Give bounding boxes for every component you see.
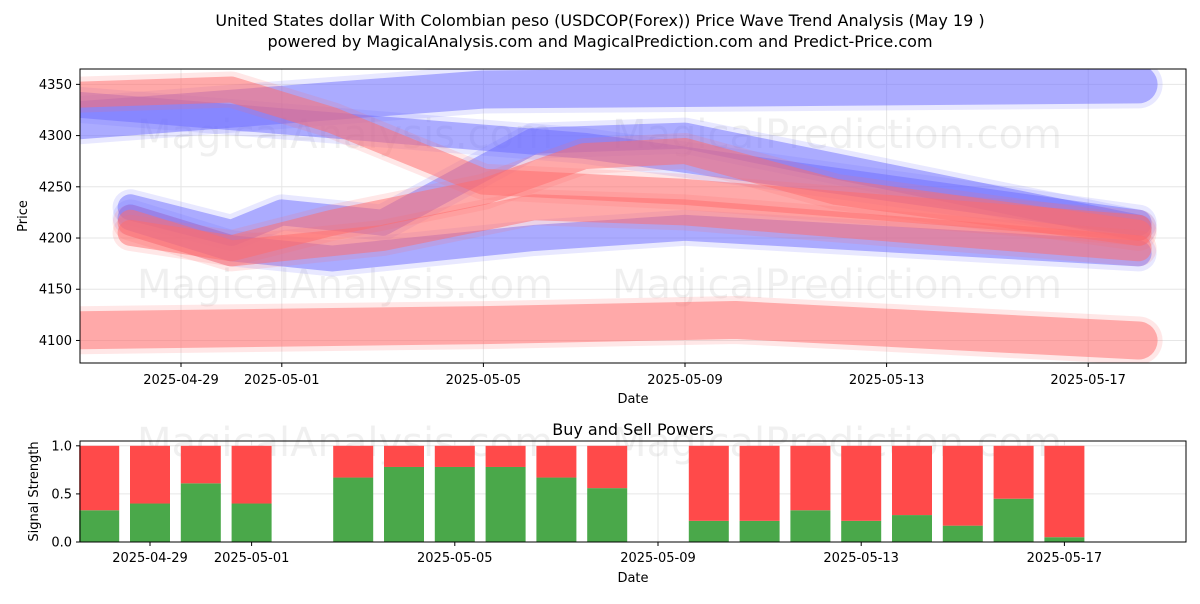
buy-bar [841, 520, 882, 542]
y-axis-label: Signal Strength [27, 441, 42, 541]
buy-bar [434, 466, 475, 542]
buy-bar [790, 510, 831, 542]
x-tick-label: 2025-05-01 [244, 373, 320, 388]
buy-bar [485, 466, 526, 542]
x-tick-label: 2025-04-29 [112, 551, 188, 566]
buy-bar [130, 503, 170, 542]
sell-bar [333, 445, 374, 478]
chart-title-line1: United States dollar With Colombian peso… [215, 11, 984, 30]
wave-series [117, 194, 1152, 267]
buy-bar [739, 520, 780, 542]
sell-bar [485, 445, 526, 467]
buy-bar [993, 498, 1034, 542]
sell-bar [688, 445, 729, 521]
x-tick-label: 2025-05-13 [823, 551, 899, 566]
sell-bar [892, 445, 932, 516]
sell-bar [536, 445, 577, 478]
buy-sell-title: Buy and Sell Powers [552, 420, 714, 439]
y-tick-label: 4300 [39, 129, 72, 144]
buy-bar [180, 483, 221, 542]
sell-bar [993, 445, 1034, 499]
x-tick-label: 2025-05-09 [620, 551, 696, 566]
plot-frame [79, 440, 1187, 543]
y-tick-label: 1.0 [51, 439, 72, 454]
x-tick-label: 2025-05-05 [446, 373, 522, 388]
y-tick-label: 4150 [39, 283, 72, 298]
x-axis-label: Date [617, 571, 648, 586]
sell-bar [739, 445, 780, 521]
x-tick-label: 2025-04-29 [143, 373, 219, 388]
buy-bar [1044, 537, 1085, 542]
sell-bar [79, 445, 120, 511]
x-tick-label: 2025-05-17 [1050, 373, 1126, 388]
chart-title-line2: powered by MagicalAnalysis.com and Magic… [267, 32, 932, 51]
sell-bar [231, 445, 272, 504]
x-tick-label: 2025-05-13 [849, 373, 925, 388]
x-tick-label: 2025-05-05 [417, 551, 493, 566]
y-axis-label: Price [16, 200, 31, 232]
y-tick-label: 4250 [39, 180, 72, 195]
wave-series [80, 76, 1152, 241]
sell-bar [130, 445, 170, 504]
y-tick-label: 4350 [39, 78, 72, 93]
sell-bar [790, 445, 831, 511]
y-tick-label: 0.0 [51, 536, 72, 551]
plot-frame [79, 68, 1187, 364]
watermark-text: MagicalPrediction.com [612, 420, 1062, 466]
buy-bar [384, 466, 424, 542]
buy-bar [892, 515, 932, 542]
wave-series [80, 301, 1158, 360]
buy-bar [231, 503, 272, 542]
buy-bar [587, 488, 628, 542]
watermark-text: MagicalPrediction.com [612, 262, 1062, 308]
wave-group [80, 69, 1163, 363]
buy-bar [333, 477, 374, 542]
sell-bar [587, 445, 628, 489]
x-tick-label: 2025-05-17 [1027, 551, 1103, 566]
buy-bar [942, 525, 983, 542]
sell-bar [841, 445, 882, 521]
sell-bar [180, 445, 221, 484]
sell-bar [384, 445, 424, 467]
sell-bar [434, 445, 475, 467]
x-tick-label: 2025-05-09 [647, 373, 723, 388]
buy-bar [688, 520, 729, 542]
sell-bar [1044, 445, 1085, 538]
y-tick-label: 0.5 [51, 487, 72, 502]
y-tick-label: 4100 [39, 334, 72, 349]
buy-bar [79, 510, 120, 542]
price-wave-chart: MagicalAnalysis.com MagicalPrediction.com… [16, 68, 1187, 407]
buy-bar [536, 477, 577, 542]
y-tick-label: 4200 [39, 232, 72, 247]
x-tick-label: 2025-05-01 [214, 551, 290, 566]
sell-bar [942, 445, 983, 526]
x-axis-label: Date [617, 392, 648, 407]
